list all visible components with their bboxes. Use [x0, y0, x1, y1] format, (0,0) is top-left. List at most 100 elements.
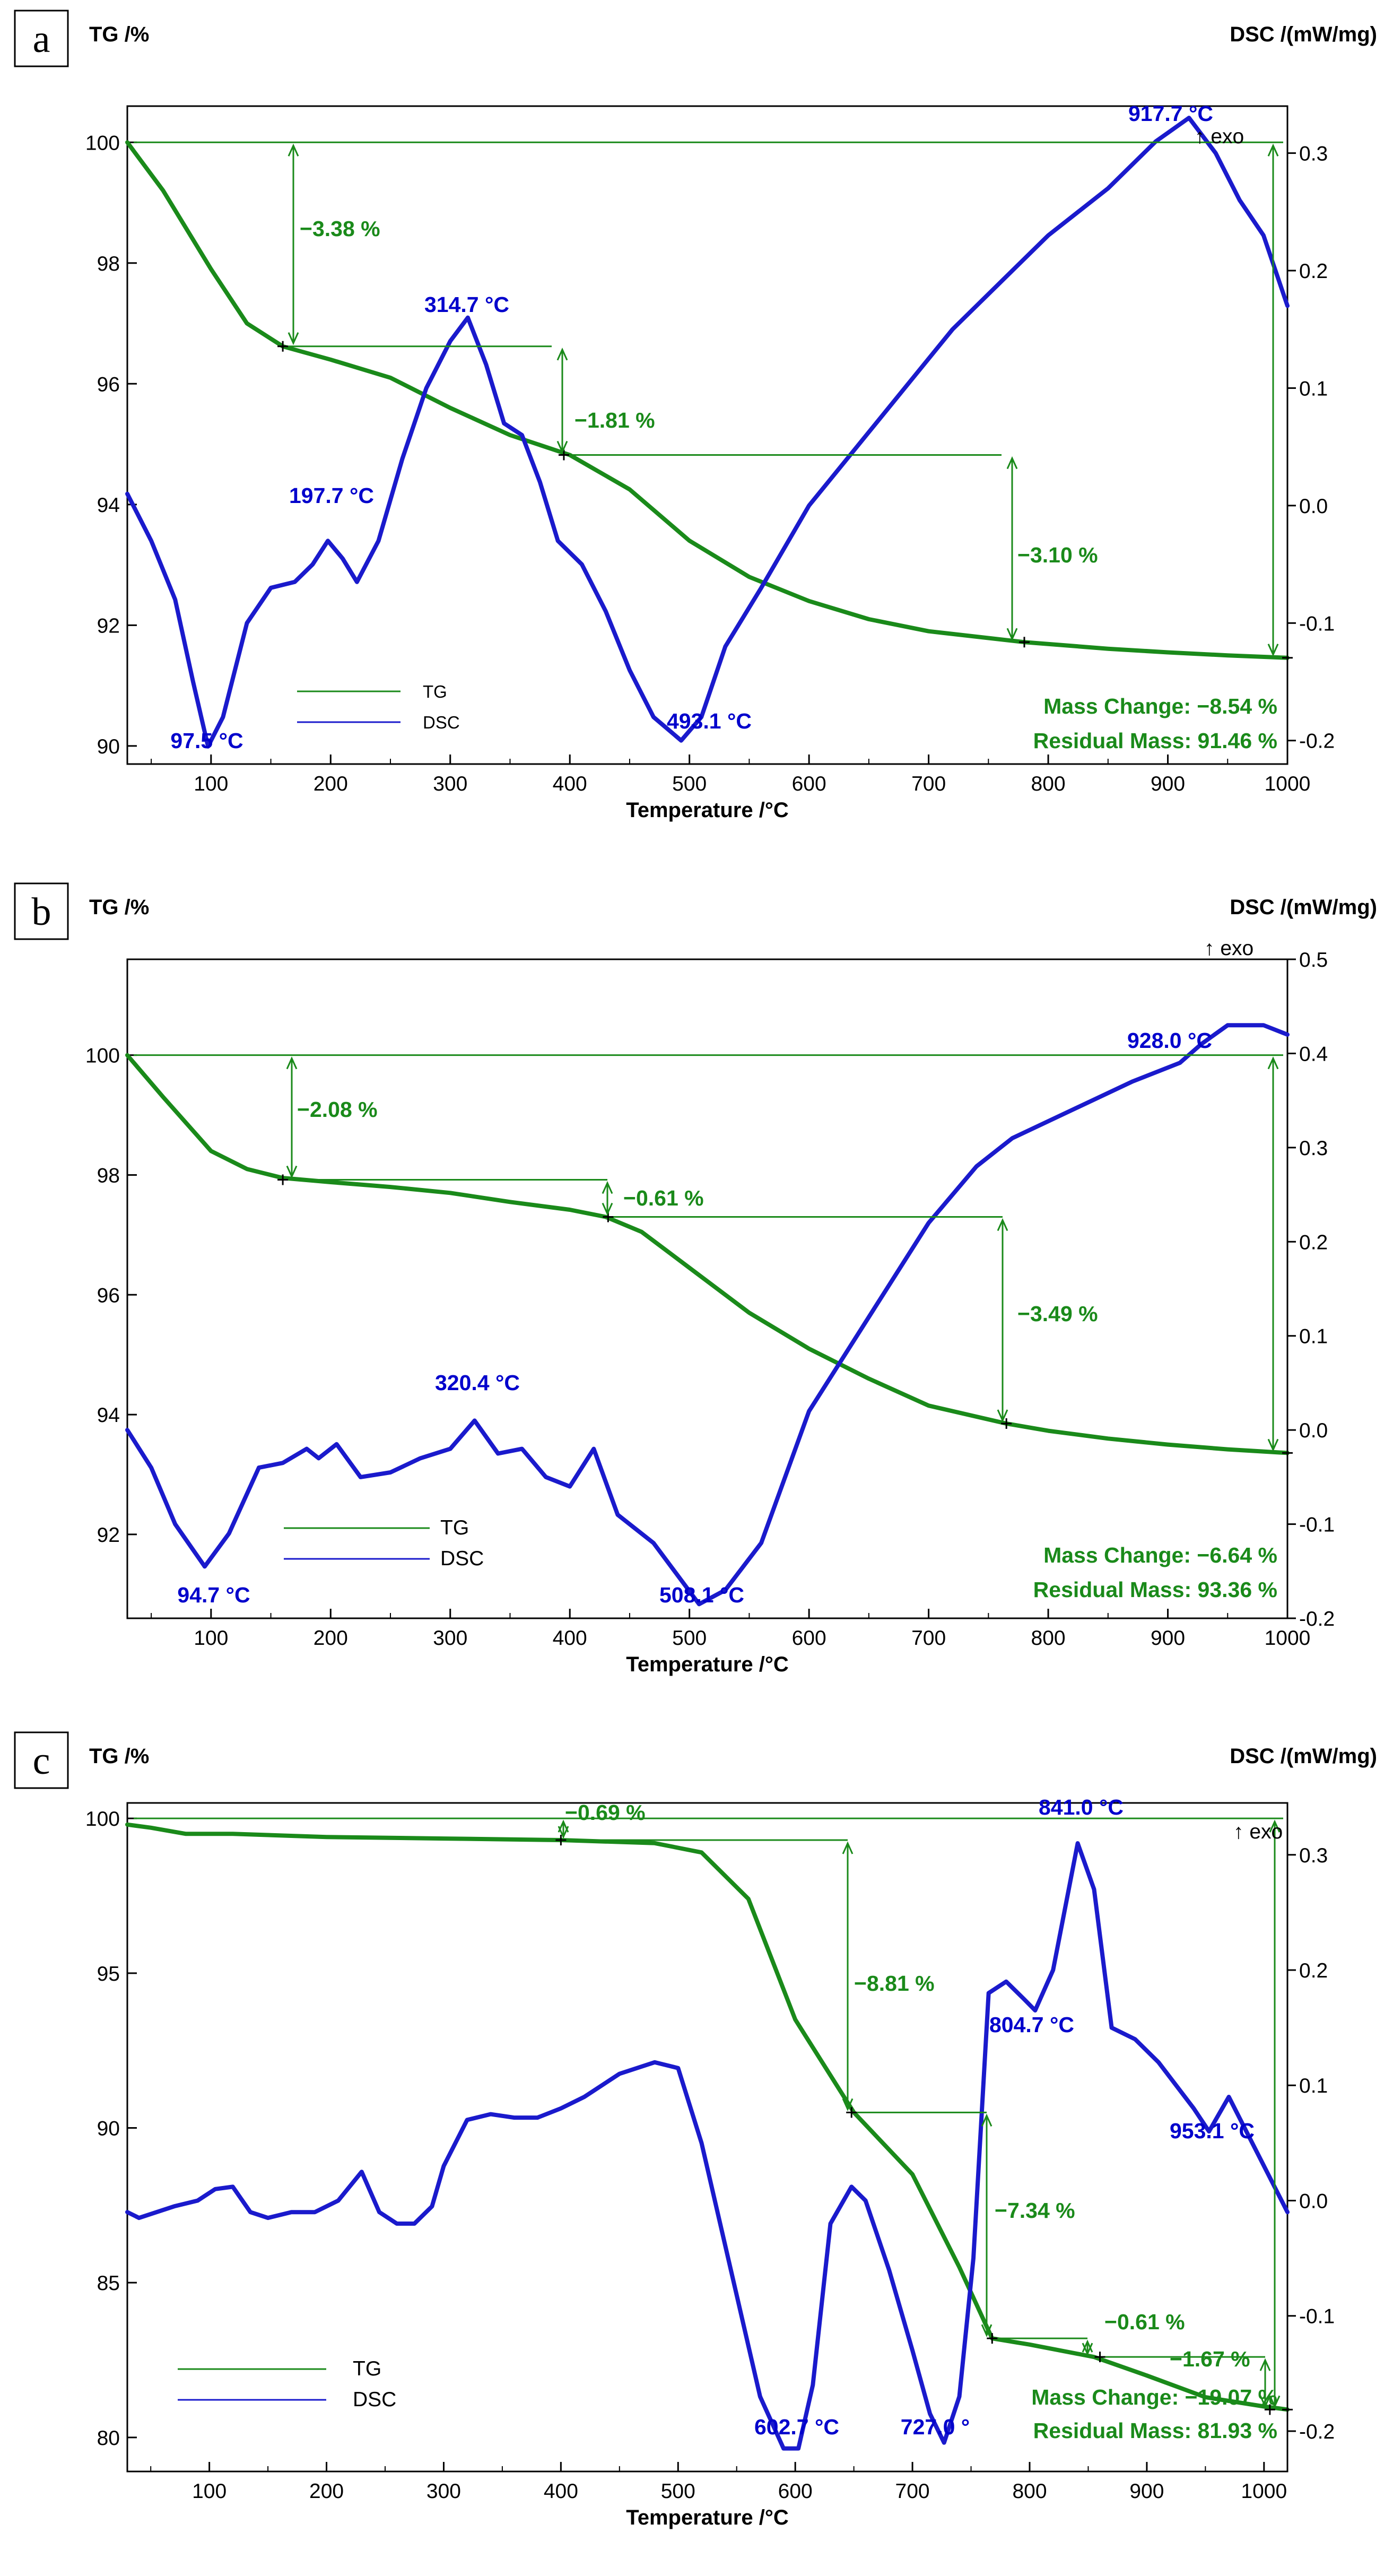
step-marker: [1094, 2352, 1105, 2363]
mass-loss-label: −1.81 %: [574, 408, 655, 432]
mass-loss-arrow-head-top: [997, 1218, 1008, 1231]
left-tick-label: 95: [97, 1963, 120, 1985]
x-tick-label: 500: [672, 773, 707, 795]
x-tick-label: 500: [661, 2480, 695, 2503]
right-tick-label: 0.3: [1299, 1844, 1328, 1867]
step-marker: [277, 341, 289, 352]
peak-temperature-label: 97.5 °C: [170, 728, 243, 753]
x-tick-label: 300: [433, 773, 467, 795]
tg-curve: [125, 1822, 1290, 2412]
total-mass-arrow-head-top: [1267, 143, 1279, 157]
x-tick-label: 800: [1031, 773, 1066, 795]
left-tick-label: 100: [85, 1808, 120, 1831]
left-tick-label: 94: [97, 494, 120, 517]
exo-label: ↑ exo: [1233, 1820, 1283, 1843]
panel-letter: c: [33, 1739, 50, 1783]
left-axis-title: TG /%: [89, 896, 149, 919]
tg-curve: [125, 140, 1290, 660]
x-tick-label: 200: [309, 2480, 344, 2503]
residual-mass-label: Residual Mass: 93.36 %: [1033, 1577, 1277, 1602]
right-axis-title: DSC /(mW/mg): [1230, 1745, 1377, 1768]
right-axis-title: DSC /(mW/mg): [1230, 896, 1377, 919]
x-tick-label: 1000: [1265, 773, 1311, 795]
right-tick-label: 0.1: [1299, 2075, 1328, 2097]
right-tick-label: 0.1: [1299, 1325, 1328, 1348]
mass-change-label: Mass Change: −19.07 %: [1031, 2385, 1277, 2409]
x-axis-title: Temperature /°C: [626, 799, 788, 822]
step-marker: [558, 449, 569, 461]
mass-loss-arrow-head-bottom: [842, 2098, 854, 2111]
x-tick-label: 700: [911, 1627, 946, 1650]
x-tick-label: 1000: [1265, 1627, 1311, 1650]
peak-temperature-label: 953.1 °C: [1170, 2119, 1255, 2143]
x-axis-title: Temperature /°C: [626, 1653, 788, 1676]
panel-letter: b: [32, 890, 51, 934]
mass-loss-arrow-head-top: [842, 1841, 854, 1854]
chart-panel-b: b TG /% DSC /(mW/mg) 100 200 300 400 500 600 700 8…: [14, 882, 1377, 1676]
left-tick-label: 90: [97, 2118, 120, 2140]
mass-loss-arrow-head-bottom: [288, 332, 299, 345]
right-tick-label: 0.1: [1299, 377, 1328, 400]
peak-temperature-label: 841.0 °C: [1039, 1795, 1124, 1819]
right-tick-label: 0.2: [1299, 260, 1328, 283]
right-tick-label: -0.2: [1299, 730, 1335, 753]
end-marker: [1282, 1447, 1293, 1459]
peak-temperature-label: 508.1 °C: [659, 1583, 744, 1607]
right-tick-label: 0.2: [1299, 1959, 1328, 1982]
step-marker: [277, 1174, 289, 1185]
right-tick-label: 0.0: [1299, 495, 1328, 518]
legend-tg-label: TG: [423, 682, 447, 701]
x-tick-label: 400: [553, 773, 587, 795]
legend-dsc-label: DSC: [423, 713, 460, 732]
x-tick-label: 800: [1012, 2480, 1047, 2503]
mass-loss-arrow-head-bottom: [556, 440, 568, 454]
panel-letter-box: [14, 10, 69, 67]
x-tick-label: 800: [1031, 1627, 1066, 1650]
left-axis-title: TG /%: [89, 1745, 149, 1768]
peak-temperature-label: 804.7 °C: [989, 2013, 1074, 2037]
peak-temperature-label: 928.0 °C: [1127, 1028, 1212, 1053]
right-tick-label: -0.1: [1299, 2305, 1335, 2328]
left-tick-label: 96: [97, 1284, 120, 1307]
x-tick-label: 700: [895, 2480, 930, 2503]
x-tick-label: 700: [911, 773, 946, 795]
mass-loss-arrow-head-top: [1082, 2339, 1093, 2353]
mass-loss-arrow-head-top: [602, 1181, 613, 1194]
mass-loss-arrow-head-top: [1006, 456, 1018, 470]
tg-curve: [125, 1053, 1290, 1455]
mass-loss-arrow-head-top: [1259, 2358, 1271, 2371]
x-tick-label: 1000: [1241, 2480, 1287, 2503]
right-tick-label: -0.1: [1299, 1514, 1335, 1537]
mass-loss-label: −0.61 %: [1104, 2310, 1185, 2334]
exo-label: ↑ exo: [1204, 937, 1253, 960]
total-mass-arrow-head-top: [1269, 1819, 1281, 1833]
chart-panel-a: a TG /% DSC /(mW/mg) 100 200 300 400 500 600 700 8…: [14, 10, 1377, 822]
step-marker: [555, 1835, 567, 1845]
mass-loss-label: −1.67 %: [1170, 2347, 1250, 2371]
legend-dsc-label: DSC: [440, 1547, 484, 1570]
left-axis-title: TG /%: [89, 23, 149, 46]
x-tick-label: 200: [314, 773, 348, 795]
plot-frame: [126, 1802, 1288, 2473]
residual-mass-label: Residual Mass: 91.46 %: [1033, 728, 1277, 753]
x-tick-label: 600: [792, 1627, 826, 1650]
left-tick-label: 98: [97, 1164, 120, 1187]
peak-temperature-label: 917.7 °C: [1128, 101, 1213, 126]
mass-loss-arrow-head-bottom: [1082, 2343, 1093, 2356]
mass-loss-arrow-head-bottom: [1006, 628, 1018, 641]
x-tick-label: 200: [314, 1627, 348, 1650]
peak-temperature-label: 197.7 °C: [289, 483, 374, 508]
mass-loss-arrow-head-bottom: [981, 2324, 992, 2337]
peak-temperature-label: 493.1 °C: [667, 709, 752, 733]
mass-loss-label: −8.81 %: [854, 1971, 935, 1996]
left-tick-label: 92: [97, 614, 120, 637]
exo-label: ↑ exo: [1195, 125, 1244, 148]
chart-panel-c: c TG /% DSC /(mW/mg) 100 200 300 400 500 600 700 8…: [14, 1731, 1377, 2529]
mass-change-label: Mass Change: −8.54 %: [1043, 694, 1277, 718]
mass-loss-label: −3.38 %: [300, 216, 380, 241]
right-tick-label: 0.0: [1299, 1419, 1328, 1442]
right-tick-label: -0.1: [1299, 612, 1335, 635]
left-tick-label: 98: [97, 253, 120, 275]
panel-letter-box: [14, 882, 69, 940]
mass-loss-arrow-head-bottom: [997, 1409, 1008, 1423]
